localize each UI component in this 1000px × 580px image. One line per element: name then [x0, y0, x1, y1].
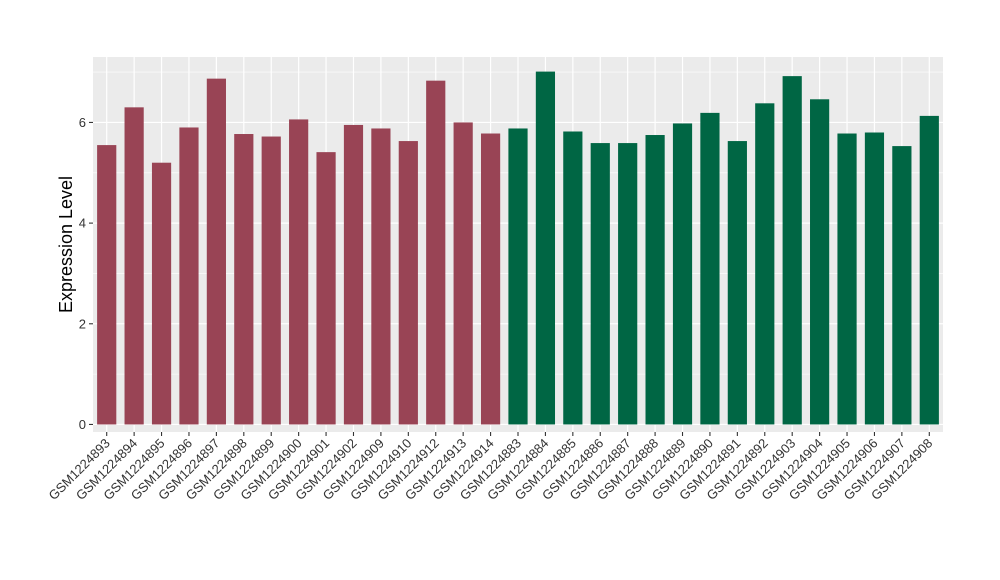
bar-GSM1224895 — [151, 162, 172, 425]
bar-GSM1224898 — [234, 134, 254, 425]
bar-GSM1224883 — [508, 128, 528, 425]
bar-GSM1224885 — [563, 131, 583, 425]
bar-GSM1224886 — [590, 143, 610, 425]
bar-GSM1224897 — [206, 78, 226, 425]
bar-GSM1224896 — [179, 127, 199, 425]
bar-GSM1224891 — [727, 141, 747, 425]
bars — [97, 71, 939, 425]
bar-GSM1224901 — [316, 152, 336, 425]
bar-GSM1224900 — [289, 119, 309, 425]
bar-GSM1224889 — [672, 123, 693, 425]
bar-GSM1224903 — [782, 76, 802, 425]
bar-GSM1224890 — [700, 112, 720, 425]
y-tick-label: 0 — [79, 417, 86, 432]
bar-GSM1224894 — [124, 107, 144, 425]
bar-GSM1224909 — [371, 128, 391, 425]
y-tick-label: 2 — [79, 316, 86, 331]
bar-GSM1224912 — [426, 80, 446, 425]
x-axis: GSM1224893GSM1224894GSM1224895GSM1224896… — [45, 432, 935, 503]
bar-GSM1224904 — [810, 99, 830, 425]
bar-GSM1224884 — [535, 71, 556, 425]
bar-GSM1224888 — [645, 135, 665, 425]
bar-GSM1224908 — [919, 115, 939, 425]
bar-GSM1224892 — [755, 103, 775, 425]
bar-GSM1224899 — [261, 136, 281, 425]
bar-GSM1224907 — [892, 146, 912, 425]
y-axis: 0 2 4 6 — [79, 115, 93, 432]
bar-GSM1224905 — [837, 133, 857, 425]
bar-GSM1224893 — [97, 145, 117, 425]
bar-GSM1224902 — [343, 124, 364, 425]
bar-GSM1224910 — [398, 141, 418, 425]
bar-GSM1224906 — [864, 132, 885, 425]
y-tick-label: 6 — [79, 115, 86, 130]
y-tick-label: 4 — [79, 216, 86, 231]
bar-GSM1224913 — [453, 122, 473, 425]
bar-GSM1224887 — [618, 143, 638, 425]
y-axis-title: Expression Level — [56, 176, 76, 313]
bar-GSM1224914 — [480, 133, 501, 425]
